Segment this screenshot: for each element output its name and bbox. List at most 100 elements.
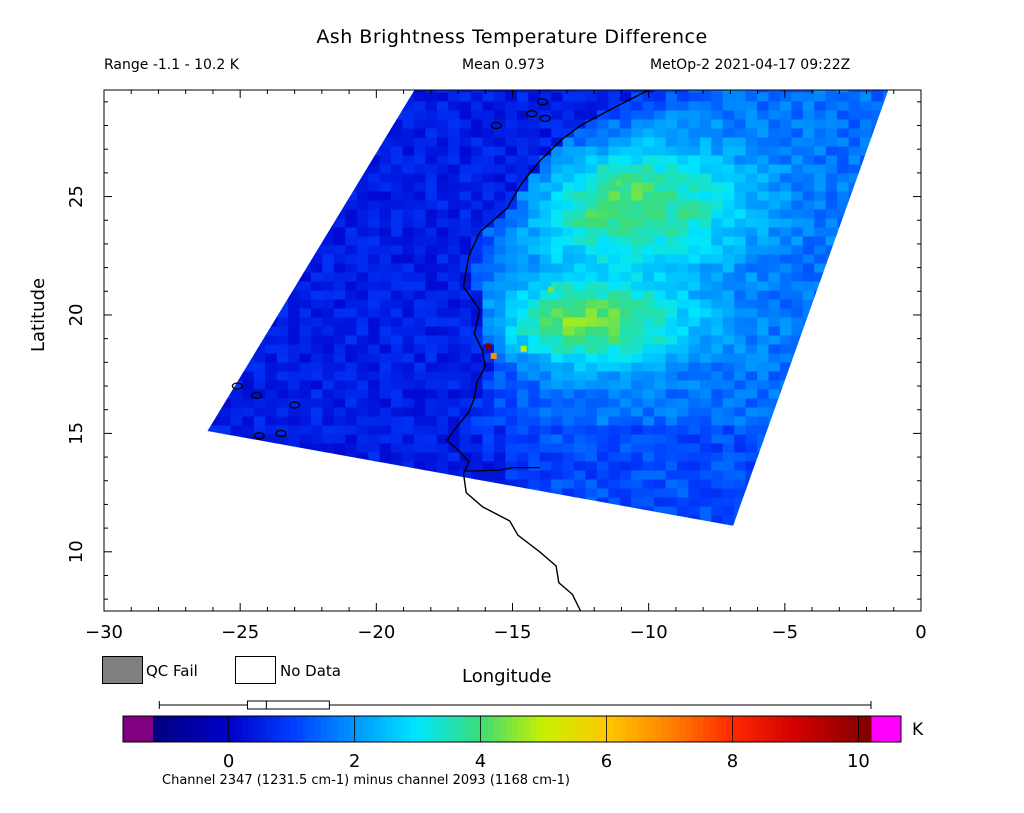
swath-pixel	[402, 451, 415, 462]
swath-pixel	[494, 253, 506, 264]
colorbar-segment	[637, 716, 645, 742]
swath-pixel	[711, 523, 724, 526]
swath-pixel	[665, 90, 678, 93]
swath-pixel	[505, 469, 518, 480]
swath-pixel	[391, 154, 403, 165]
swath-pixel	[574, 262, 586, 273]
swath-pixel	[768, 262, 781, 273]
swath-pixel	[745, 244, 758, 255]
swath-pixel	[791, 361, 804, 372]
swath-pixel	[391, 271, 403, 282]
swath-pixel	[265, 109, 278, 120]
swath-pixel	[825, 280, 838, 291]
swath-pixel	[596, 244, 609, 255]
swath-pixel	[688, 109, 701, 120]
swath-pixel	[574, 388, 586, 399]
swath-pixel	[230, 406, 243, 417]
swath-pixel	[299, 90, 312, 93]
swath-pixel	[230, 91, 243, 102]
hotspot-pixel	[547, 286, 554, 293]
swath-pixel	[345, 172, 358, 183]
swath-pixel	[208, 316, 220, 327]
swath-pixel	[722, 388, 735, 399]
swath-pixel	[688, 415, 701, 426]
swath-pixel	[848, 325, 861, 336]
swath-pixel	[459, 316, 472, 327]
swath-pixel	[276, 496, 289, 507]
swath-pixel	[402, 118, 415, 129]
swath-pixel	[631, 74, 643, 84]
swath-pixel	[768, 199, 781, 210]
swath-pixel	[619, 199, 632, 210]
swath-pixel	[368, 460, 381, 471]
swath-pixel	[425, 190, 438, 201]
swath-pixel	[311, 460, 323, 471]
swath-pixel	[837, 190, 850, 201]
swath-pixel	[253, 90, 266, 93]
swath-pixel	[528, 190, 541, 201]
swath-pixel	[882, 262, 889, 273]
swath-pixel	[299, 505, 312, 516]
swath-pixel	[242, 433, 255, 444]
swath-pixel	[231, 74, 243, 84]
swath-pixel	[814, 262, 827, 273]
swath-pixel	[494, 74, 506, 84]
swath-pixel	[276, 352, 289, 363]
swath-pixel	[288, 514, 301, 525]
swath-pixel	[562, 172, 575, 183]
swath-pixel	[208, 496, 220, 507]
swath-pixel	[539, 433, 552, 444]
swath-pixel	[677, 370, 689, 381]
swath-pixel	[688, 154, 701, 165]
swath-pixel	[665, 442, 678, 453]
swath-pixel	[791, 487, 804, 498]
swath-pixel	[619, 523, 632, 526]
swath-pixel	[848, 190, 861, 201]
swath-pixel	[299, 460, 312, 471]
swath-pixel	[757, 379, 770, 390]
swath-pixel	[619, 208, 632, 219]
swath-pixel	[768, 298, 781, 309]
swath-pixel	[711, 199, 724, 210]
border-path	[463, 467, 540, 472]
swath-pixel	[265, 307, 278, 318]
swath-pixel	[825, 442, 838, 453]
swath-pixel	[802, 523, 815, 526]
swath-pixel	[482, 163, 495, 174]
swath-pixel	[562, 91, 575, 102]
swath-pixel	[860, 388, 872, 399]
swath-pixel	[402, 307, 415, 318]
swath-pixel	[242, 271, 255, 282]
colorbar-caption: Channel 2347 (1231.5 cm-1) minus channel…	[162, 773, 570, 788]
swath-pixel	[265, 361, 278, 372]
swath-pixel	[208, 307, 220, 318]
swath-pixel	[677, 424, 689, 435]
swath-pixel	[299, 415, 312, 426]
swath-pixel	[734, 199, 747, 210]
swath-pixel	[391, 334, 403, 345]
swath-pixel	[299, 136, 312, 147]
swath-pixel	[699, 235, 712, 246]
swath-pixel	[802, 514, 815, 525]
swath-pixel	[551, 433, 564, 444]
swath-pixel	[745, 280, 758, 291]
swath-pixel	[608, 469, 621, 480]
swath-pixel	[516, 442, 529, 453]
swath-pixel	[642, 271, 655, 282]
swath-pixel	[425, 316, 438, 327]
swath-pixel	[745, 334, 758, 345]
swath-pixel	[574, 451, 586, 462]
swath-pixel	[242, 523, 255, 526]
swath-pixel	[528, 379, 541, 390]
swath-pixel	[505, 334, 518, 345]
colorbar-unit: K	[912, 720, 924, 740]
swath-pixel	[516, 451, 529, 462]
swath-pixel	[505, 91, 518, 102]
swath-pixel	[345, 244, 358, 255]
swath-pixel	[882, 397, 889, 408]
swath-pixel	[596, 127, 609, 138]
swath-pixel	[207, 325, 209, 336]
swath-pixel	[471, 397, 484, 408]
swath-pixel	[791, 325, 804, 336]
swath-pixel	[711, 226, 724, 237]
